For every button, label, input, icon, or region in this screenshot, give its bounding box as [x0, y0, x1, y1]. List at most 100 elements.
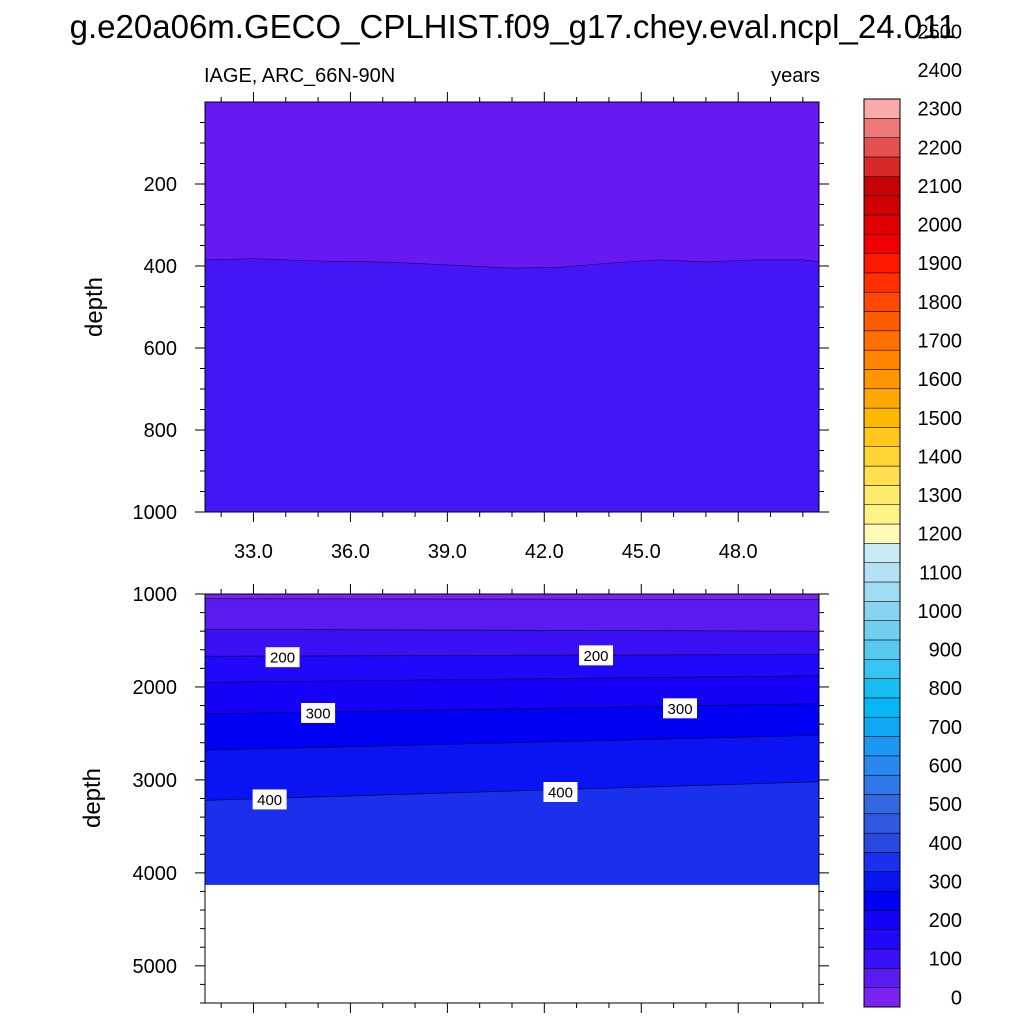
colorbar-label: 1400	[918, 446, 963, 468]
colorbar-swatch	[863, 253, 901, 274]
panel-top-title: IAGE, ARC_66N-90N	[204, 65, 395, 87]
y-tick-label: 1000	[133, 584, 178, 606]
colorbar-label: 200	[929, 910, 962, 932]
y-tick-label: 3000	[133, 770, 178, 792]
colorbar-swatch	[863, 504, 901, 525]
colorbar-swatch	[863, 813, 901, 834]
contour-label-box	[265, 647, 300, 668]
colorbar-label: 1500	[918, 408, 963, 430]
colorbar-label: 2200	[918, 137, 963, 159]
colorbar-swatch	[863, 871, 901, 892]
colorbar-swatch	[863, 291, 901, 312]
colorbar-swatch	[863, 195, 901, 216]
colorbar-swatch	[863, 485, 901, 505]
colorbar-swatch	[863, 716, 901, 737]
colorbar-swatch	[863, 678, 901, 699]
contour-label-box	[543, 781, 578, 802]
colorbar-swatch	[863, 543, 901, 563]
colorbar-label: 2000	[918, 215, 963, 237]
contour-label: 200	[584, 648, 609, 665]
colorbar-swatch	[863, 601, 901, 621]
contour-label: 400	[548, 784, 573, 801]
x-tick-label: 45.0	[622, 541, 661, 563]
x-tick-label: 42.0	[525, 541, 564, 563]
colorbar-swatch	[863, 137, 901, 158]
colorbar: 0 100 200 300 400 500 600 700 800 900 1000 1100 1200…	[863, 21, 963, 1009]
colorbar-label: 1100	[919, 562, 962, 584]
contour-label: 300	[668, 701, 693, 718]
colorbar-swatch	[863, 948, 901, 969]
contour-label-box	[301, 702, 336, 723]
x-tick-label: 48.0	[719, 541, 758, 563]
colorbar-swatch	[863, 620, 901, 641]
colorbar-swatch	[863, 369, 901, 390]
colorbar-swatch	[863, 214, 901, 235]
colorbar-swatch	[863, 465, 901, 486]
colorbar-label: 900	[929, 640, 962, 662]
colorbar-swatch	[863, 832, 901, 853]
colorbar-swatch	[863, 98, 901, 119]
contour-line	[204, 258, 820, 269]
colorbar-label: 400	[929, 833, 962, 855]
colorbar-swatch	[863, 697, 901, 718]
colorbar-label: 2300	[918, 99, 963, 121]
colorbar-swatch	[863, 755, 901, 776]
colorbar-label: 2500	[918, 21, 963, 43]
colorbar-swatch	[863, 427, 901, 447]
panel-top-plot: 200 400 600 800 1000 33.0 36.0 39.0 42.0 45.0 48.0	[133, 92, 829, 563]
contour-line	[204, 598, 820, 600]
colorbar-swatch	[863, 233, 901, 254]
x-tick-label: 33.0	[234, 541, 273, 563]
colorbar-swatch	[863, 562, 901, 583]
y-tick-label: 600	[144, 338, 177, 360]
contour-line	[204, 675, 820, 683]
colorbar-label: 1700	[918, 330, 963, 352]
colorbar-swatch	[863, 659, 901, 679]
panel-bottom-plot: 200 200 300 300 400 400 1000 2000 3000 4000 5000	[133, 584, 829, 1013]
colorbar-swatch	[863, 929, 901, 950]
colorbar-label: 700	[929, 717, 962, 739]
colorbar-label: 1200	[918, 524, 963, 546]
panel-top-units: years	[771, 65, 820, 87]
colorbar-swatch	[863, 349, 901, 370]
colorbar-label: 800	[929, 678, 962, 700]
colorbar-swatch	[863, 774, 901, 795]
colorbar-swatch	[863, 330, 901, 351]
colorbar-swatch	[863, 176, 901, 196]
missing-region	[205, 884, 819, 1003]
contour-line	[204, 781, 820, 801]
colorbar-label: 1600	[918, 369, 963, 391]
colorbar-label: 2100	[918, 176, 963, 198]
colorbar-label: 1300	[918, 485, 963, 507]
panel-bottom-ylabel: depth	[79, 768, 106, 828]
contour-line	[204, 734, 820, 751]
contour-label: 200	[270, 650, 295, 667]
colorbar-swatch	[863, 987, 901, 1008]
upper-band	[205, 102, 819, 269]
colorbar-label: 500	[929, 794, 962, 816]
colorbar-frame	[863, 98, 901, 1008]
colorbar-swatch	[863, 890, 901, 911]
panel-bottom: depth 200 200 300 300 400 400 1000 2000 3000 4000…	[79, 584, 829, 1013]
panel-top: IAGE, ARC_66N-90N years depth 200 400 600 8…	[81, 65, 829, 563]
colorbar-swatch	[863, 852, 901, 873]
colorbar-swatch	[863, 272, 901, 293]
colorbar-label: 1900	[918, 253, 963, 275]
contour-label-box	[252, 789, 287, 810]
colorbar-swatch	[863, 968, 901, 988]
colorbar-swatch	[863, 581, 901, 602]
figure-title: g.e20a06m.GECO_CPLHIST.f09_g17.chey.eval…	[70, 8, 957, 45]
band	[205, 594, 819, 600]
y-tick-label: 5000	[133, 956, 178, 978]
contour-line	[204, 628, 820, 632]
contour-label: 300	[306, 705, 331, 722]
y-tick-label: 1000	[133, 502, 178, 524]
contour-label-box	[579, 645, 614, 666]
y-tick-label: 400	[144, 256, 177, 278]
contour-label: 400	[257, 792, 282, 809]
colorbar-swatch	[863, 910, 901, 930]
colorbar-swatch	[863, 523, 901, 544]
y-tick-label: 4000	[133, 863, 178, 885]
colorbar-label: 100	[929, 949, 962, 971]
